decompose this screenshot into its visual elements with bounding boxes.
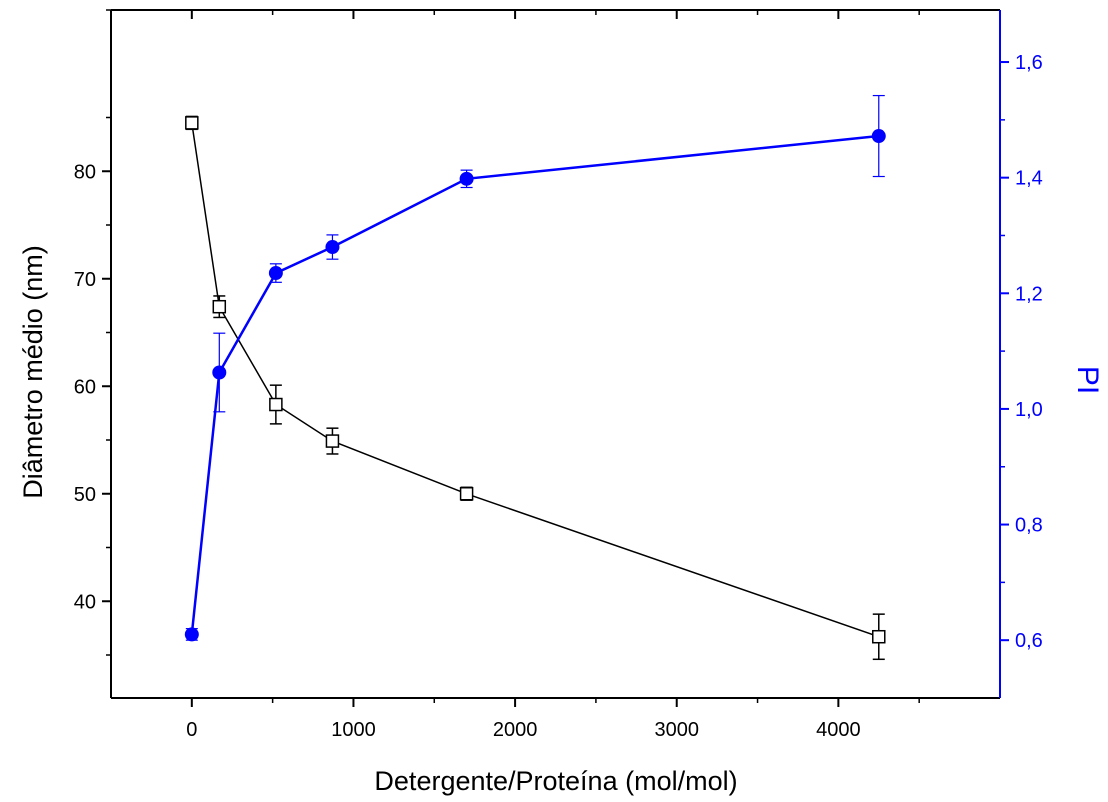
x-tick-label: 0	[186, 719, 197, 741]
y-right-tick-label: 0,8	[1015, 515, 1043, 537]
x-tick-label: 3000	[654, 719, 699, 741]
y-right-tick-label: 1,2	[1015, 283, 1043, 305]
y-right-axis-title: PI	[1071, 366, 1104, 394]
axes-layer: 0 1000 2000 3000 4000 40 50 60 70 80 0,6 0,8 1,0 1,2 1…	[74, 9, 1043, 741]
series-layer	[184, 94, 886, 661]
y-left-tick-label: 70	[74, 269, 96, 291]
right-data-point	[459, 171, 474, 186]
y-left-tick-label: 80	[74, 161, 96, 183]
left-data-point	[459, 487, 474, 501]
y-left-tick-label: 60	[74, 376, 96, 398]
right-data-point	[184, 627, 199, 642]
left-data-point	[269, 397, 283, 412]
right-data-point	[325, 240, 340, 255]
y-left-axis-title: Diâmetro médio (nm)	[18, 245, 48, 499]
left-data-point	[212, 299, 227, 314]
x-tick-label: 4000	[816, 719, 861, 741]
right-series-line	[190, 134, 879, 635]
y-right-tick-label: 1,6	[1015, 52, 1043, 74]
y-right-tick-label: 0,6	[1015, 630, 1043, 652]
left-data-point	[325, 434, 340, 448]
y-right-tick-label: 1,4	[1015, 168, 1043, 190]
y-right-tick-label: 1,0	[1015, 399, 1043, 421]
x-tick-label: 1000	[331, 719, 376, 741]
left-data-point	[872, 629, 886, 644]
left-data-point	[185, 116, 199, 130]
right-data-point	[212, 365, 227, 380]
x-axis-title: Detergente/Proteína (mol/mol)	[374, 766, 737, 796]
right-data-point	[871, 129, 886, 144]
right-data-point	[268, 266, 283, 281]
y-left-tick-label: 40	[74, 591, 96, 613]
left-series-line	[191, 122, 880, 638]
x-tick-label: 2000	[493, 719, 538, 741]
y-left-tick-label: 50	[74, 484, 96, 506]
